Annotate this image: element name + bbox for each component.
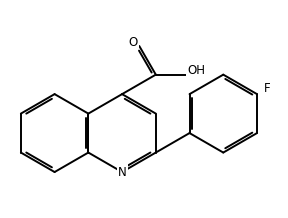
Text: N: N bbox=[118, 165, 126, 179]
Text: F: F bbox=[264, 82, 270, 95]
Text: OH: OH bbox=[187, 64, 205, 77]
Text: O: O bbox=[129, 36, 138, 49]
